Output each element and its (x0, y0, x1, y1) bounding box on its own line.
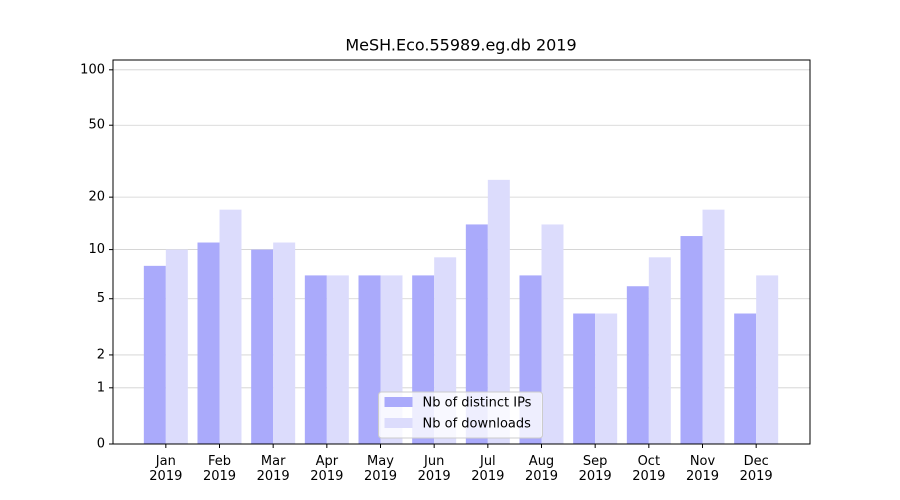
legend-swatch (384, 397, 413, 407)
y-tick-label: 2 (97, 347, 105, 362)
legend-box (378, 391, 543, 439)
x-tick-label: Jun 2019 (417, 454, 451, 484)
bar (648, 257, 671, 444)
legend: Nb of distinct IPs Nb of downloads (378, 391, 543, 439)
bar (595, 313, 618, 444)
legend-swatch (384, 418, 413, 428)
x-tick-label: May 2019 (363, 454, 398, 484)
x-tick-label: Feb 2019 (202, 454, 237, 484)
bar (219, 209, 242, 444)
y-tick-label: 10 (88, 242, 105, 257)
chart-title: MeSH.Eco.55989.eg.db 2019 (345, 36, 576, 55)
x-tick-label: Mar 2019 (256, 454, 290, 484)
legend-label: Nb of downloads (423, 417, 532, 432)
bar (143, 265, 166, 444)
bar (465, 224, 488, 444)
bar (304, 275, 327, 444)
bar (273, 242, 296, 444)
y-tick-label: 100 (80, 62, 105, 77)
x-tick-label: Aug 2019 (524, 454, 559, 484)
bar (326, 275, 349, 444)
x-tick-label: Jul 2019 (471, 454, 505, 484)
y-tick-label: 0 (97, 437, 105, 452)
y-tick-label: 20 (88, 190, 105, 205)
bar (626, 286, 649, 444)
y-tick-label: 5 (97, 291, 105, 306)
x-tick-label: Dec 2019 (739, 454, 773, 484)
bar (197, 242, 220, 444)
bar (756, 275, 779, 444)
bar (487, 179, 510, 445)
bar (165, 249, 188, 444)
bar (358, 275, 381, 444)
x-tick-label: Sep 2019 (578, 454, 612, 484)
x-tick-label: Nov 2019 (685, 454, 720, 484)
bar (734, 313, 757, 444)
bar (541, 224, 564, 444)
y-tick-label: 50 (88, 118, 105, 133)
x-tick-label: Oct 2019 (632, 454, 666, 484)
bar (573, 313, 596, 444)
bar (680, 236, 703, 444)
axes-frame (112, 59, 811, 445)
bar (702, 209, 725, 444)
x-tick-label: Jan 2019 (149, 454, 183, 484)
y-tick-label: 1 (97, 380, 105, 395)
legend-label: Nb of distinct IPs (423, 396, 532, 411)
bar (251, 249, 274, 444)
x-tick-label: Apr 2019 (310, 454, 344, 484)
